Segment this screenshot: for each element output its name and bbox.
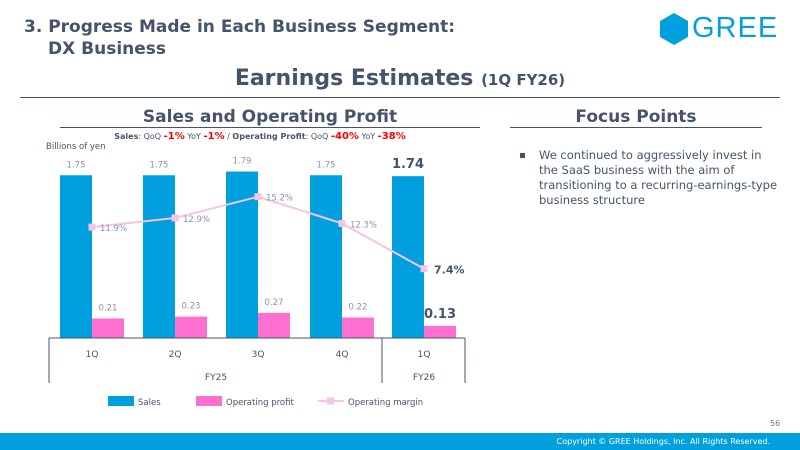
op-label: 0.23 — [182, 302, 201, 312]
margin-point — [88, 223, 96, 231]
margin-point — [338, 219, 346, 227]
qoq-label: QoQ — [310, 132, 329, 141]
sales-bar — [143, 175, 175, 338]
footer-bar: Copyright © GREE Holdings, Inc. All Righ… — [0, 433, 800, 450]
legend-margin-label: Operating margin — [348, 398, 423, 408]
sales-bar — [392, 176, 424, 338]
focus-point-item: We continued to aggressively invest in t… — [520, 148, 780, 208]
separator: / — [227, 132, 230, 141]
sales-label: 1.75 — [150, 160, 169, 170]
legend-sales-label: Sales — [138, 398, 161, 408]
op-label: 0.22 — [349, 303, 368, 313]
margin-label: 7.4% — [434, 264, 465, 277]
op-label: 0.13 — [424, 307, 456, 322]
op-yoy: -38% — [377, 131, 406, 142]
op-bar — [424, 325, 456, 338]
section-title-line2: DX Business — [48, 39, 167, 59]
logo-text: GREE — [692, 12, 779, 44]
title-text: Earnings Estimates — [234, 66, 474, 91]
sales-label: 1.74 — [392, 157, 424, 172]
group-label: FY25 — [205, 373, 227, 383]
op-bar — [258, 312, 290, 338]
section-title: 3. Progress Made in Each Business Segmen… — [24, 16, 455, 60]
op-label: 0.21 — [99, 303, 118, 313]
qoq-label: QoQ — [143, 132, 162, 141]
op-label: 0.27 — [265, 298, 284, 308]
legend-op-swatch — [196, 396, 222, 406]
margin-label: 12.3% — [350, 220, 377, 230]
x-tick-label: 4Q — [336, 350, 349, 360]
gree-logo: GREE — [660, 12, 778, 45]
sales-label: 1.79 — [233, 157, 252, 167]
margin-point — [254, 193, 262, 201]
yoy-label: YoY — [187, 132, 201, 141]
sales-label: Sales — [114, 132, 139, 141]
sales-bar — [226, 171, 258, 338]
sales-yoy: -1% — [203, 131, 225, 142]
copyright: Copyright © GREE Holdings, Inc. All Righ… — [556, 437, 770, 446]
page-number: 56 — [770, 419, 781, 428]
chart: 1.75 0.21 1.75 0.23 1.79 0.27 1.75 0.22 1.74 0.13… — [48, 157, 466, 408]
focus-heading: Focus Points — [510, 107, 762, 128]
sales-qoq: -1% — [163, 131, 185, 142]
sales-label: 1.75 — [67, 160, 86, 170]
section-title-line1: 3. Progress Made in Each Business Segmen… — [24, 17, 456, 37]
x-tick-label: 2Q — [169, 350, 182, 360]
page-title: Earnings Estimates (1Q FY26) — [0, 66, 800, 91]
margin-point — [420, 265, 428, 273]
op-bar — [342, 317, 374, 338]
op-qoq: -40% — [330, 131, 359, 142]
group-label: FY26 — [413, 373, 435, 383]
sales-bar — [60, 175, 92, 338]
title-suffix: (1Q FY26) — [481, 71, 566, 89]
title-divider — [20, 97, 780, 98]
x-tick-label: 3Q — [252, 350, 265, 360]
op-bar — [175, 316, 207, 338]
sales-bar — [310, 175, 342, 338]
yoy-label: YoY — [361, 132, 376, 141]
change-summary: Sales: QoQ -1% YoY -1% / Operating Profi… — [114, 131, 406, 142]
margin-label: 15.2% — [266, 194, 293, 204]
focus-point-text: We continued to aggressively invest in t… — [539, 148, 778, 207]
sales-label: 1.75 — [317, 160, 336, 170]
legend-op-label: Operating profit — [226, 398, 294, 408]
unit-label: Billions of yen — [46, 142, 106, 152]
x-tick-label: 1Q — [86, 350, 99, 360]
legend-margin-marker — [327, 397, 334, 405]
op-bar — [92, 318, 124, 338]
margin-label: 12.9% — [183, 215, 210, 225]
legend-sales-swatch — [108, 396, 134, 406]
chart-heading: Sales and Operating Profit — [60, 107, 480, 128]
op-label: Operating Profit — [232, 132, 306, 141]
bullet-icon — [520, 153, 525, 158]
margin-label: 11.9% — [100, 224, 127, 234]
x-tick-label: 1Q — [418, 350, 431, 360]
margin-point — [171, 214, 179, 222]
hexagon-logo-icon — [660, 12, 688, 45]
